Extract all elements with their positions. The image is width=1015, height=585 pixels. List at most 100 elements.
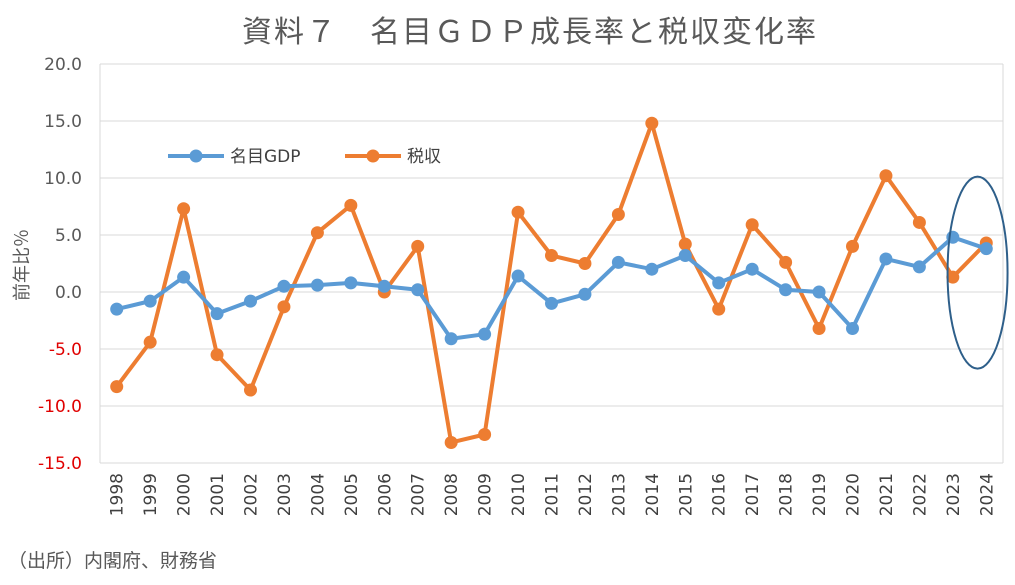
legend-label: 税収 — [407, 147, 441, 167]
data-point — [846, 321, 859, 335]
data-point — [578, 257, 592, 270]
x-tick-label: 2009 — [476, 473, 496, 516]
legend-marker — [189, 149, 203, 163]
y-tick-label: -10.0 — [38, 397, 82, 417]
data-point — [611, 255, 625, 269]
gridlines — [99, 63, 1004, 464]
x-tick-label: 2015 — [676, 473, 696, 516]
data-point — [110, 380, 124, 394]
x-tick-label: 1999 — [141, 473, 161, 516]
x-tick-label: 2018 — [777, 473, 797, 516]
x-tick-label: 2017 — [743, 473, 763, 516]
x-tick-label: 2013 — [609, 473, 629, 516]
data-point — [745, 218, 759, 232]
data-point — [645, 262, 659, 276]
data-point — [846, 239, 859, 253]
x-tick-label: 2006 — [375, 473, 395, 516]
data-point — [879, 169, 893, 183]
data-point — [812, 321, 826, 335]
data-point — [277, 300, 291, 314]
x-tick-label: 2003 — [275, 473, 295, 516]
data-point — [745, 262, 759, 276]
data-point — [611, 207, 625, 221]
data-point — [177, 202, 191, 216]
data-point — [344, 276, 358, 290]
data-point — [411, 239, 425, 253]
x-tick-label: 2016 — [710, 473, 730, 516]
data-point — [310, 278, 324, 292]
x-tick-label: 2007 — [409, 473, 429, 516]
x-tick-label: 2001 — [208, 473, 228, 516]
data-point — [912, 215, 926, 229]
data-point — [277, 279, 291, 293]
data-point — [444, 332, 458, 346]
chart-title: 資料７ 名目ＧＤＰ成長率と税収変化率 — [242, 15, 818, 50]
data-point — [143, 335, 157, 349]
highlight-ellipse — [946, 175, 1009, 370]
x-tick-label: 1998 — [108, 473, 128, 516]
data-point — [210, 348, 224, 362]
data-point — [177, 270, 191, 284]
x-tick-label: 2024 — [977, 473, 997, 516]
x-tick-label: 2011 — [543, 473, 563, 516]
data-point — [478, 327, 492, 341]
x-tick-label: 2000 — [175, 473, 195, 516]
x-tick-label: 2020 — [844, 473, 864, 516]
source-note: （出所）内閣府、財務省 — [8, 550, 217, 572]
x-tick-label: 2005 — [342, 473, 362, 516]
x-tick-label: 2008 — [442, 473, 462, 516]
y-tick-label: 10.0 — [44, 169, 82, 189]
data-point — [645, 116, 659, 130]
x-tick-label: 2023 — [944, 473, 964, 516]
data-point — [210, 307, 224, 321]
y-axis-label: 前年比％ — [12, 229, 33, 301]
x-axis-ticks: 1998 1999 2000 2001 2002 2003 2004 2005 2006 2007… — [108, 473, 998, 516]
data-point — [244, 294, 257, 308]
data-point — [244, 383, 257, 397]
y-tick-label: -5.0 — [49, 340, 82, 360]
data-point — [779, 283, 793, 297]
data-point — [678, 237, 692, 251]
data-point — [578, 287, 592, 301]
x-tick-label: 2014 — [643, 473, 663, 516]
data-point — [143, 294, 157, 308]
legend-marker — [366, 149, 380, 163]
data-point — [545, 249, 558, 263]
data-point — [678, 249, 692, 263]
data-point — [545, 296, 558, 310]
y-tick-label: -15.0 — [38, 454, 82, 474]
data-point — [411, 283, 425, 297]
legend-label: 名目GDP — [230, 147, 301, 167]
data-point — [377, 279, 391, 293]
data-point — [478, 428, 492, 441]
data-point — [912, 260, 926, 274]
data-point — [110, 302, 124, 316]
data-point — [779, 255, 793, 269]
data-point — [879, 252, 893, 266]
data-point — [444, 435, 458, 449]
data-point — [712, 302, 726, 316]
x-tick-label: 2022 — [910, 473, 930, 516]
data-point — [344, 198, 358, 212]
y-tick-label: 15.0 — [44, 112, 82, 132]
x-tick-label: 2012 — [576, 473, 596, 516]
x-tick-label: 2021 — [877, 473, 897, 516]
data-point — [310, 226, 324, 240]
x-tick-label: 2019 — [810, 473, 830, 516]
data-point — [979, 242, 993, 256]
data-point — [712, 276, 726, 290]
legend: 名目GDP 税収 — [168, 147, 441, 167]
y-tick-label: 0.0 — [55, 283, 82, 303]
y-tick-label: 20.0 — [44, 55, 82, 75]
data-point — [812, 285, 826, 299]
y-tick-label: 5.0 — [55, 226, 82, 246]
x-tick-label: 2004 — [308, 473, 328, 516]
y-axis-ticks: 20.0 15.0 10.0 5.0 0.0 -5.0 -10.0 -15.0 — [38, 55, 82, 474]
data-point — [946, 270, 960, 284]
data-point — [511, 205, 525, 219]
series-group — [110, 116, 993, 449]
x-tick-label: 2002 — [242, 473, 262, 516]
data-point — [511, 269, 525, 283]
x-tick-label: 2010 — [509, 473, 529, 516]
